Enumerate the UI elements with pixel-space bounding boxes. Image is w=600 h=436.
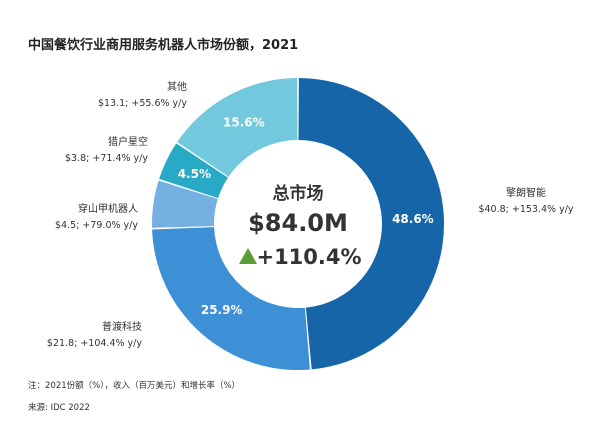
segment-detail-label: $40.8; +153.4% y/y (478, 204, 573, 215)
center-summary: 总市场 $84.0M +110.4% (239, 183, 362, 269)
donut-segment-5 (177, 78, 298, 177)
segment-name-label: 擎朗智能 (506, 186, 546, 199)
segment-detail-label: $21.8; +104.4% y/y (47, 338, 142, 349)
segment-percent-labels: 48.6% 25.9% 4.5% 15.6% (178, 116, 434, 317)
segment-detail-label: $13.1; +55.6% y/y (98, 98, 187, 109)
segment-detail-label: $4.5; +79.0% y/y (55, 220, 138, 231)
chart-note: 注：2021份额（%），收入（百万美元）和增长率（%） (28, 381, 241, 391)
segment-name-label: 穿山甲机器人 (78, 202, 138, 215)
segment-name-label: 其他 (167, 80, 187, 93)
donut-segment-2 (152, 227, 310, 370)
segment-percent-label: 25.9% (201, 303, 243, 317)
segment-name-label: 普渡科技 (102, 320, 142, 333)
segment-percent-label: 48.6% (392, 212, 434, 226)
center-title: 总市场 (273, 183, 324, 204)
chart-title: 中国餐饮行业商用服务机器人市场份额，2021 (28, 38, 299, 53)
segment-detail-label: $3.8; +71.4% y/y (65, 153, 148, 164)
center-total: $84.0M (248, 209, 348, 237)
segment-percent-label: 4.5% (178, 167, 211, 181)
donut-segment-3 (152, 180, 218, 228)
donut-segments (152, 78, 444, 370)
center-growth: +110.4% (256, 245, 361, 269)
chart-source: 来源: IDC 2022 (28, 403, 90, 413)
segment-name-label: 猎户星空 (108, 135, 148, 148)
donut-segment-1 (298, 78, 444, 370)
segment-percent-label: 15.6% (223, 116, 265, 130)
growth-up-arrow-icon (239, 248, 257, 264)
segment-side-labels: 擎朗智能 $40.8; +153.4% y/y 普渡科技 $21.8; +104.4%… (47, 80, 574, 349)
donut-segment-4 (159, 143, 228, 199)
